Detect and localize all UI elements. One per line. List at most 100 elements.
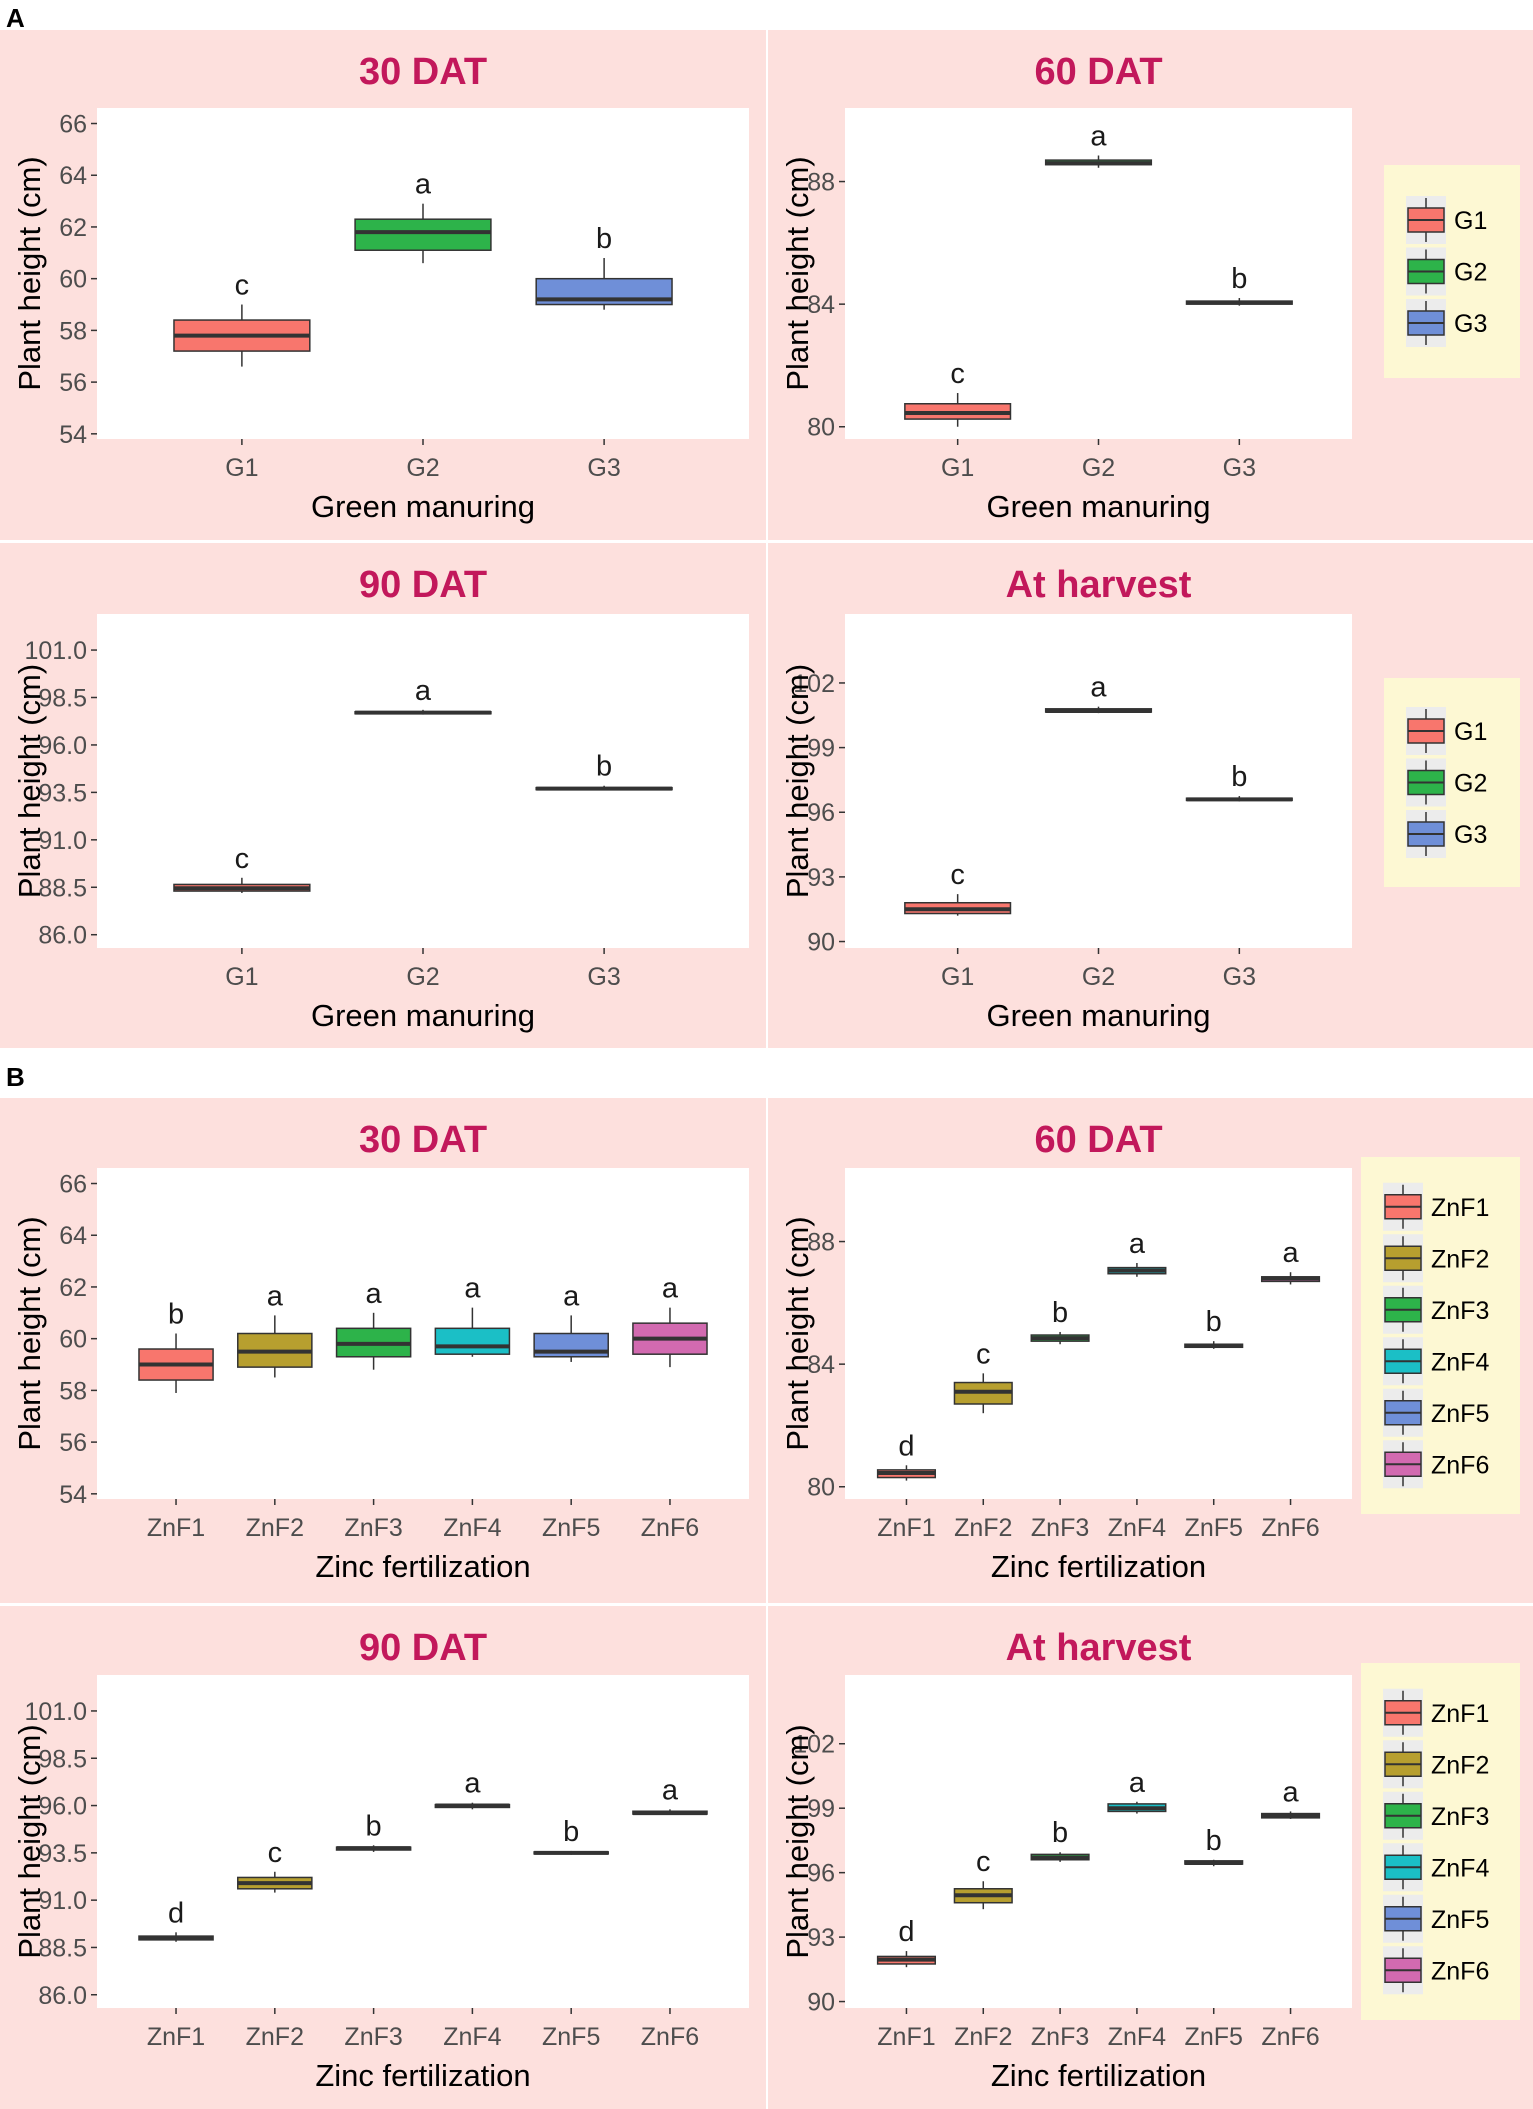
x-axis-title: Green manuring [986, 489, 1210, 524]
legend-1: G1 G2 G3 [1384, 678, 1520, 887]
significance-letter: c [950, 859, 965, 891]
legend-item-ZnF3: ZnF3 [1383, 1791, 1489, 1840]
significance-letter: a [1090, 121, 1107, 153]
x-axis-title: Zinc fertilization [315, 1549, 530, 1584]
facet-0: 30 DAT 54 56 58 60 62 64 66 Plant height (cm) Gre… [0, 30, 766, 540]
significance-letter: a [464, 1273, 481, 1305]
y-tick-label: 99 [807, 735, 835, 763]
x-tick-label: G1 [225, 454, 258, 482]
y-tick-label: 101.0 [24, 637, 87, 665]
plot-area [97, 108, 749, 439]
y-axis-title: Plant height (cm) [780, 156, 815, 390]
y-tick-label: 88 [807, 1229, 835, 1257]
facet-title: 30 DAT [359, 51, 487, 93]
y-tick-label: 60 [59, 266, 87, 294]
y-tick-label: 96.0 [38, 732, 87, 760]
significance-letter: b [1052, 1817, 1068, 1849]
y-tick-label: 101.0 [24, 1698, 87, 1726]
y-tick-label: 93 [807, 864, 835, 892]
facet-2: 90 DAT 86.0 88.5 91.0 93.5 96.0 98.5 101.0Plant… [0, 543, 766, 1048]
significance-letter: a [563, 1280, 580, 1312]
box-ZnF5: ZnF5 a [533, 1280, 609, 1542]
y-axis-title: Plant height (cm) [780, 664, 815, 898]
legend-label: ZnF6 [1431, 1957, 1489, 1985]
x-tick-label: ZnF4 [1108, 2023, 1166, 2051]
x-axis-title: Green manuring [311, 489, 535, 524]
legend-label: ZnF5 [1431, 1906, 1489, 1934]
y-tick-label: 80 [807, 1474, 835, 1502]
y-tick-label: 102 [793, 1731, 835, 1759]
x-tick-label: ZnF4 [443, 2023, 501, 2051]
box-ZnF6: ZnF6 a [1260, 1776, 1321, 2051]
legend-label: G2 [1454, 770, 1487, 798]
legend-item-G2: G2 [1406, 758, 1487, 807]
x-tick-label: ZnF1 [877, 1514, 935, 1542]
box-iqr [354, 218, 492, 251]
legend-label: ZnF2 [1431, 1245, 1489, 1273]
x-tick-label: ZnF2 [954, 2023, 1012, 2051]
legend-label: ZnF3 [1431, 1297, 1489, 1325]
legend-label: G2 [1454, 259, 1487, 287]
x-tick-label: G2 [1082, 963, 1115, 991]
facet-6: 90 DAT 86.0 88.5 91.0 93.5 96.0 98.5 101.0Plant… [0, 1606, 766, 2109]
legend-label: ZnF3 [1431, 1803, 1489, 1831]
y-axis-title: Plant height (cm) [780, 1216, 815, 1450]
x-tick-label: G2 [406, 963, 439, 991]
y-tick-label: 96 [807, 1860, 835, 1888]
legend-item-G2: G2 [1406, 247, 1487, 296]
significance-letter: b [596, 223, 612, 255]
box-ZnF3: ZnF3 a [335, 1278, 412, 1542]
facet-title: 60 DAT [1034, 51, 1162, 93]
legend-label: ZnF2 [1431, 1751, 1489, 1779]
box-ZnF1: ZnF1 d [876, 1916, 937, 2051]
significance-letter: c [235, 843, 250, 875]
x-tick-label: ZnF2 [246, 1514, 304, 1542]
y-tick-label: 88.5 [38, 1934, 87, 1962]
legend-item-G1: G1 [1406, 196, 1487, 244]
facet-title: 30 DAT [359, 1119, 487, 1161]
x-tick-label: ZnF1 [147, 2023, 205, 2051]
box-ZnF1: ZnF1 b [138, 1299, 214, 1542]
plot-area [845, 1675, 1352, 2008]
y-tick-label: 99 [807, 1795, 835, 1823]
y-tick-label: 60 [59, 1326, 87, 1354]
x-tick-label: ZnF2 [246, 2023, 304, 2051]
box-ZnF5: ZnF5 b [1184, 1306, 1244, 1542]
legend-label: G3 [1454, 310, 1487, 338]
significance-letter: a [662, 1774, 679, 1806]
y-tick-label: 54 [59, 1481, 87, 1509]
y-tick-label: 91.0 [38, 1887, 87, 1915]
facet-title: 60 DAT [1034, 1119, 1162, 1161]
x-tick-label: ZnF6 [641, 1514, 699, 1542]
significance-letter: b [1206, 1825, 1222, 1857]
box-G1: G1 c [904, 358, 1012, 482]
x-tick-label: ZnF1 [147, 1514, 205, 1542]
plot-area [845, 614, 1352, 948]
x-tick-label: ZnF4 [1108, 1514, 1166, 1542]
y-tick-label: 58 [59, 317, 87, 345]
box-ZnF5: ZnF5 b [533, 1816, 609, 2051]
x-tick-label: G3 [1223, 454, 1256, 482]
x-tick-label: G2 [406, 454, 439, 482]
y-axis-title: Plant height (cm) [12, 1216, 47, 1450]
x-tick-label: ZnF5 [542, 1514, 600, 1542]
box-ZnF1: ZnF1 d [138, 1897, 214, 2051]
significance-letter: a [1090, 672, 1107, 704]
significance-letter: a [1129, 1767, 1146, 1799]
facet-title: At harvest [1006, 564, 1192, 606]
significance-letter: a [1282, 1776, 1299, 1808]
box-ZnF2: ZnF2 c [953, 1846, 1013, 2051]
box-ZnF3: ZnF3 b [335, 1810, 412, 2051]
box-ZnF1: ZnF1 d [876, 1430, 937, 1542]
box-ZnF4: ZnF4 a [1107, 1767, 1167, 2051]
y-tick-label: 96 [807, 799, 835, 827]
legend-item-ZnF6: ZnF6 [1383, 1440, 1489, 1489]
y-tick-label: 80 [807, 414, 835, 442]
box-G2: G2 a [354, 675, 492, 991]
legend-item-ZnF4: ZnF4 [1383, 1843, 1489, 1892]
x-tick-label: ZnF1 [877, 2023, 935, 2051]
x-tick-label: G3 [587, 963, 620, 991]
y-tick-label: 84 [807, 291, 835, 319]
legend-label: G1 [1454, 207, 1487, 235]
x-axis-title: Green manuring [986, 998, 1210, 1033]
